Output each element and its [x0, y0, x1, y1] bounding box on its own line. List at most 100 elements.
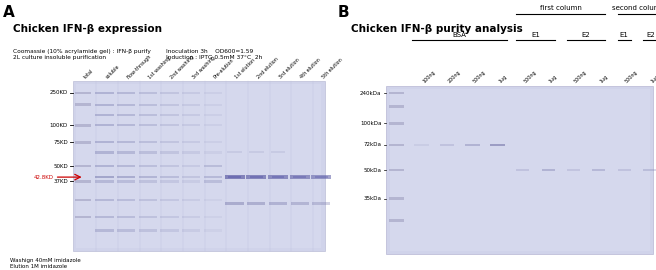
- Text: 3rd washing: 3rd washing: [192, 55, 216, 80]
- Bar: [204, 114, 222, 116]
- Text: 200ng: 200ng: [447, 69, 461, 84]
- Bar: [465, 144, 480, 146]
- Bar: [95, 114, 113, 116]
- Bar: [117, 180, 135, 183]
- Text: Chicken IFN-β expression: Chicken IFN-β expression: [13, 24, 162, 34]
- Bar: [139, 92, 157, 94]
- Text: 250KD: 250KD: [50, 90, 68, 95]
- Bar: [161, 124, 178, 126]
- Text: E2: E2: [582, 32, 590, 38]
- Bar: [204, 176, 222, 178]
- Text: 1st elution: 1st elution: [235, 58, 256, 80]
- Bar: [75, 141, 91, 144]
- Bar: [95, 216, 113, 218]
- Text: 2nd elution: 2nd elution: [256, 56, 279, 80]
- Bar: [204, 180, 222, 183]
- Bar: [542, 169, 555, 171]
- Text: 1ug: 1ug: [649, 73, 656, 84]
- Bar: [95, 92, 113, 94]
- Bar: [75, 124, 91, 127]
- Bar: [290, 175, 310, 179]
- Bar: [389, 92, 403, 94]
- Bar: [592, 169, 605, 171]
- Text: 1ug: 1ug: [599, 73, 609, 84]
- Bar: [161, 216, 178, 218]
- Bar: [139, 165, 157, 167]
- Text: 240kDa: 240kDa: [360, 91, 382, 96]
- Text: E1: E1: [620, 32, 628, 38]
- Bar: [139, 104, 157, 106]
- Text: Flow-through: Flow-through: [126, 53, 153, 80]
- Bar: [204, 151, 222, 154]
- Text: B: B: [338, 5, 350, 21]
- Text: second column: second column: [612, 5, 656, 11]
- Bar: [161, 180, 178, 183]
- Bar: [228, 151, 242, 153]
- Bar: [95, 180, 113, 183]
- Bar: [389, 219, 403, 222]
- Text: total: total: [83, 68, 94, 80]
- Bar: [139, 114, 157, 116]
- Bar: [386, 86, 653, 254]
- Text: 50kDa: 50kDa: [363, 168, 382, 173]
- Bar: [117, 199, 135, 201]
- Bar: [204, 176, 222, 178]
- Bar: [95, 230, 113, 232]
- Bar: [643, 169, 656, 171]
- Bar: [182, 141, 200, 143]
- Bar: [226, 202, 244, 205]
- Bar: [139, 176, 157, 178]
- Bar: [182, 176, 200, 178]
- Bar: [618, 169, 630, 171]
- Text: Inoculation 3h    OD600=1.59
Induction : IPTG 0.5mM 37°C  2h: Inoculation 3h OD600=1.59 Induction : IP…: [166, 49, 262, 60]
- Bar: [161, 92, 178, 94]
- Bar: [117, 104, 135, 106]
- Bar: [117, 216, 135, 218]
- Bar: [75, 180, 91, 183]
- Bar: [182, 216, 200, 218]
- Bar: [95, 151, 113, 154]
- Bar: [182, 165, 200, 167]
- Bar: [95, 104, 113, 106]
- Bar: [161, 104, 178, 106]
- Bar: [117, 151, 135, 154]
- Bar: [250, 176, 262, 178]
- Bar: [117, 165, 135, 167]
- Bar: [182, 114, 200, 116]
- Text: 35kDa: 35kDa: [363, 196, 382, 201]
- Bar: [161, 141, 178, 143]
- Bar: [567, 169, 580, 171]
- Bar: [204, 165, 222, 167]
- Bar: [414, 144, 429, 146]
- Text: 500ng: 500ng: [523, 69, 537, 84]
- Bar: [389, 122, 403, 124]
- Text: first column: first column: [540, 5, 582, 11]
- Text: Pre-elution: Pre-elution: [213, 58, 236, 80]
- Bar: [271, 151, 285, 153]
- Bar: [269, 202, 287, 205]
- Bar: [389, 197, 403, 200]
- Text: Washign 40mM imidazole
Elution 1M imidazole: Washign 40mM imidazole Elution 1M imidaz…: [10, 258, 81, 269]
- Text: 42.8KD: 42.8KD: [33, 175, 54, 180]
- Bar: [117, 124, 135, 126]
- Bar: [291, 202, 309, 205]
- Bar: [204, 230, 222, 232]
- Text: 100ng: 100ng: [422, 69, 436, 84]
- Text: 500ng: 500ng: [472, 69, 487, 84]
- Bar: [182, 124, 200, 126]
- Bar: [95, 176, 113, 178]
- Bar: [95, 165, 113, 167]
- Bar: [389, 144, 403, 146]
- Bar: [389, 169, 403, 171]
- Bar: [161, 114, 178, 116]
- Bar: [312, 175, 331, 179]
- Text: 100KD: 100KD: [50, 123, 68, 128]
- Text: 37KD: 37KD: [53, 179, 68, 184]
- Bar: [75, 92, 91, 94]
- Bar: [246, 175, 266, 179]
- Bar: [139, 141, 157, 143]
- Bar: [117, 92, 135, 94]
- Text: 100kDa: 100kDa: [360, 121, 382, 126]
- Bar: [182, 151, 200, 154]
- Bar: [247, 202, 266, 205]
